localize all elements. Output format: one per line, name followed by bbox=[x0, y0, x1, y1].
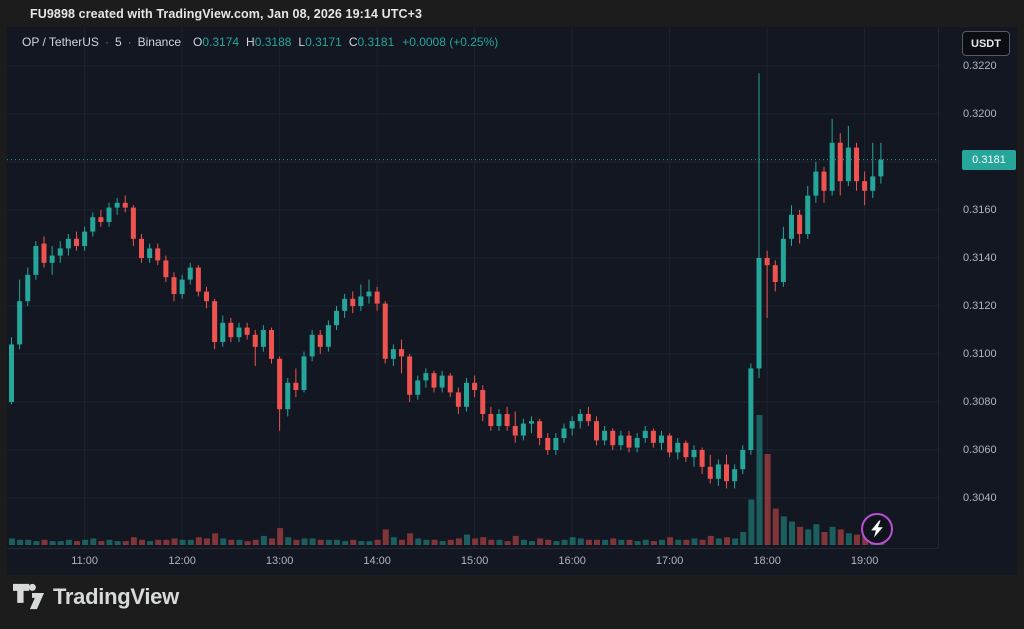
close-value: 0.3181 bbox=[357, 35, 395, 49]
price-axis-label: 0.3220 bbox=[963, 60, 997, 72]
time-axis-label: 13:00 bbox=[265, 555, 294, 567]
attribution-text: FU9898 created with TradingView.com, Jan… bbox=[30, 7, 423, 21]
open-label: O bbox=[193, 35, 203, 49]
time-axis-label: 12:00 bbox=[168, 555, 196, 567]
high-value: 0.3188 bbox=[254, 35, 292, 49]
price-axis-label: 0.3160 bbox=[963, 204, 997, 216]
interval-value[interactable]: 5 bbox=[114, 35, 122, 49]
time-axis-label: 18:00 bbox=[753, 555, 781, 567]
chart-legend: OP / TetherUS · 5 · Binance O 0.3174 H 0.3… bbox=[22, 35, 498, 49]
time-axis-label: 16:00 bbox=[558, 555, 586, 567]
time-axis-label: 19:00 bbox=[850, 555, 879, 567]
exchange-name[interactable]: Binance bbox=[137, 35, 181, 49]
tradingview-logo-icon bbox=[13, 583, 44, 610]
lightning-boost-icon bbox=[871, 520, 883, 538]
price-axis-label: 0.3080 bbox=[963, 396, 997, 408]
brand-name: TradingView bbox=[53, 583, 179, 609]
price-axis-label: 0.3120 bbox=[963, 300, 997, 312]
price-axis-label: 0.3060 bbox=[963, 444, 997, 456]
legend-separator: · bbox=[104, 35, 109, 49]
boost-button[interactable] bbox=[861, 513, 893, 545]
price-change: +0.0008 (+0.25%) bbox=[402, 35, 499, 49]
currency-toggle-button[interactable]: USDT bbox=[962, 31, 1010, 56]
chart-frame: OP / TetherUS · 5 · Binance O 0.3174 H 0.3… bbox=[7, 27, 1017, 575]
time-axis-label: 15:00 bbox=[460, 555, 489, 567]
price-axis-label: 0.3140 bbox=[963, 252, 997, 264]
time-axis-label: 17:00 bbox=[655, 555, 684, 567]
ohlc-values: O 0.3174 H 0.3188 L 0.3171 C 0.3181 bbox=[193, 35, 394, 49]
tradingview-brand[interactable]: TradingView bbox=[13, 583, 179, 610]
price-axis-label: 0.3200 bbox=[963, 108, 997, 120]
time-axis-label: 14:00 bbox=[363, 555, 391, 567]
close-label: C bbox=[348, 35, 358, 49]
last-price-badge: 0.3181 bbox=[962, 149, 1016, 170]
legend-separator: · bbox=[127, 35, 132, 49]
price-axis-label: 0.3040 bbox=[963, 492, 997, 504]
price-axis-label: 0.3100 bbox=[963, 348, 997, 360]
low-label: L bbox=[298, 35, 306, 49]
high-label: H bbox=[246, 35, 255, 49]
low-value: 0.3171 bbox=[305, 35, 342, 49]
open-value: 0.3174 bbox=[202, 35, 240, 49]
time-axis[interactable]: 11:00 12:00 13:00 14:00 15:00 16:00 17:00 18:00… bbox=[7, 548, 938, 575]
price-chart[interactable] bbox=[7, 27, 938, 548]
price-axis[interactable]: 0.3181 0.3220 0.3200 0.3160 0.3140 0.3120 0.3… bbox=[938, 27, 1017, 548]
time-axis-label: 11:00 bbox=[71, 555, 98, 567]
symbol-name[interactable]: OP / TetherUS bbox=[22, 35, 99, 49]
